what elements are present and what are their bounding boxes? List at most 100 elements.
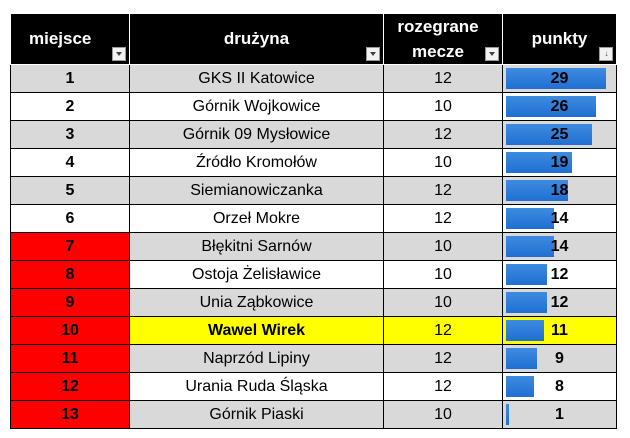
cell-games[interactable]: 10 <box>383 260 503 289</box>
header-points-label: punkty <box>531 29 588 48</box>
cell-place[interactable]: 1 <box>10 64 130 93</box>
header-place-label: miejsce <box>29 29 92 48</box>
points-data-bar <box>506 264 547 285</box>
header-place[interactable]: miejsce <box>10 13 130 65</box>
points-value: 26 <box>550 97 569 115</box>
points-data-bar <box>506 236 554 257</box>
points-value: 1 <box>555 405 564 423</box>
points-data-bar <box>506 376 534 397</box>
cell-games[interactable]: 10 <box>383 232 503 261</box>
cell-place[interactable]: 12 <box>10 372 130 401</box>
points-value: 9 <box>555 349 564 367</box>
cell-points[interactable]: 18 <box>502 176 617 205</box>
points-value: 12 <box>550 293 569 311</box>
points-value: 19 <box>550 153 569 171</box>
cell-place[interactable]: 13 <box>10 400 130 429</box>
header-team[interactable]: drużyna <box>129 13 384 65</box>
cell-games[interactable]: 12 <box>383 344 503 373</box>
cell-place[interactable]: 8 <box>10 260 130 289</box>
filter-dropdown-icon[interactable] <box>366 47 380 61</box>
cell-games[interactable]: 10 <box>383 400 503 429</box>
header-team-label: drużyna <box>223 29 290 48</box>
cell-points[interactable]: 25 <box>502 120 617 149</box>
cell-team[interactable]: GKS II Katowice <box>129 64 384 93</box>
cell-points[interactable]: 1 <box>502 400 617 429</box>
table-row[interactable]: 1 GKS II Katowice 12 29 <box>10 64 617 93</box>
cell-team[interactable]: Urania Ruda Śląska <box>129 372 384 401</box>
cell-games[interactable]: 12 <box>383 372 503 401</box>
cell-place[interactable]: 7 <box>10 232 130 261</box>
cell-team[interactable]: Siemianowiczanka <box>129 176 384 205</box>
cell-points[interactable]: 9 <box>502 344 617 373</box>
cell-team[interactable]: Wawel Wirek <box>129 316 384 345</box>
cell-place[interactable]: 5 <box>10 176 130 205</box>
cell-team[interactable]: Unia Ząbkowice <box>129 288 384 317</box>
cell-points[interactable]: 26 <box>502 92 617 121</box>
cell-points[interactable]: 12 <box>502 288 617 317</box>
cell-team[interactable]: Źródło Kromołów <box>129 148 384 177</box>
cell-place[interactable]: 9 <box>10 288 130 317</box>
header-games-label-line2: mecze <box>412 42 464 61</box>
points-data-bar <box>506 348 537 369</box>
points-value: 12 <box>550 265 569 283</box>
cell-team[interactable]: Błękitni Sarnów <box>129 232 384 261</box>
cell-games[interactable]: 10 <box>383 92 503 121</box>
points-value: 29 <box>550 69 569 87</box>
sort-descending-filter-icon[interactable]: ↓ <box>599 47 613 61</box>
points-value: 14 <box>550 209 569 227</box>
cell-games[interactable]: 10 <box>383 288 503 317</box>
cell-team[interactable]: Ostoja Żelisławice <box>129 260 384 289</box>
cell-place[interactable]: 3 <box>10 120 130 149</box>
league-table: miejsce drużyna rozegrane mecze punkty ↓… <box>10 13 617 429</box>
cell-team[interactable]: Naprzód Lipiny <box>129 344 384 373</box>
table-row[interactable]: 12 Urania Ruda Śląska 12 8 <box>10 372 617 401</box>
table-row[interactable]: 10 Wawel Wirek 12 11 <box>10 316 617 345</box>
cell-place[interactable]: 10 <box>10 316 130 345</box>
cell-points[interactable]: 11 <box>502 316 617 345</box>
header-points[interactable]: punkty ↓ <box>502 13 617 65</box>
cell-games[interactable]: 12 <box>383 176 503 205</box>
table-row[interactable]: 2 Górnik Wojkowice 10 26 <box>10 92 617 121</box>
header-games-label-line1: rozegrane <box>397 17 479 36</box>
table-row[interactable]: 7 Błękitni Sarnów 10 14 <box>10 232 617 261</box>
cell-team[interactable]: Górnik Piaski <box>129 400 384 429</box>
cell-team[interactable]: Orzeł Mokre <box>129 204 384 233</box>
cell-games[interactable]: 12 <box>383 64 503 93</box>
cell-points[interactable]: 29 <box>502 64 617 93</box>
cell-place[interactable]: 4 <box>10 148 130 177</box>
cell-team[interactable]: Górnik Wojkowice <box>129 92 384 121</box>
points-data-bar <box>506 292 547 313</box>
cell-points[interactable]: 14 <box>502 232 617 261</box>
points-data-bar <box>506 180 568 201</box>
points-value: 18 <box>550 181 569 199</box>
table-row[interactable]: 8 Ostoja Żelisławice 10 12 <box>10 260 617 289</box>
cell-games[interactable]: 12 <box>383 316 503 345</box>
table-row[interactable]: 6 Orzeł Mokre 12 14 <box>10 204 617 233</box>
points-value: 25 <box>550 125 569 143</box>
cell-points[interactable]: 8 <box>502 372 617 401</box>
cell-points[interactable]: 14 <box>502 204 617 233</box>
cell-points[interactable]: 19 <box>502 148 617 177</box>
header-row: miejsce drużyna rozegrane mecze punkty ↓ <box>10 13 617 65</box>
cell-place[interactable]: 2 <box>10 92 130 121</box>
cell-team[interactable]: Górnik 09 Mysłowice <box>129 120 384 149</box>
cell-games[interactable]: 12 <box>383 204 503 233</box>
cell-games[interactable]: 10 <box>383 148 503 177</box>
table-row[interactable]: 11 Naprzód Lipiny 12 9 <box>10 344 617 373</box>
table-row[interactable]: 13 Górnik Piaski 10 1 <box>10 400 617 429</box>
points-value: 14 <box>550 237 569 255</box>
table-row[interactable]: 3 Górnik 09 Mysłowice 12 25 <box>10 120 617 149</box>
points-data-bar <box>506 208 554 229</box>
cell-place[interactable]: 6 <box>10 204 130 233</box>
points-value: 11 <box>551 321 568 339</box>
filter-dropdown-icon[interactable] <box>485 47 499 61</box>
cell-place[interactable]: 11 <box>10 344 130 373</box>
cell-points[interactable]: 12 <box>502 260 617 289</box>
table-row[interactable]: 4 Źródło Kromołów 10 19 <box>10 148 617 177</box>
filter-dropdown-icon[interactable] <box>112 47 126 61</box>
cell-games[interactable]: 12 <box>383 120 503 149</box>
table-row[interactable]: 9 Unia Ząbkowice 10 12 <box>10 288 617 317</box>
header-games[interactable]: rozegrane mecze <box>383 13 503 65</box>
table-row[interactable]: 5 Siemianowiczanka 12 18 <box>10 176 617 205</box>
points-data-bar <box>506 404 509 425</box>
